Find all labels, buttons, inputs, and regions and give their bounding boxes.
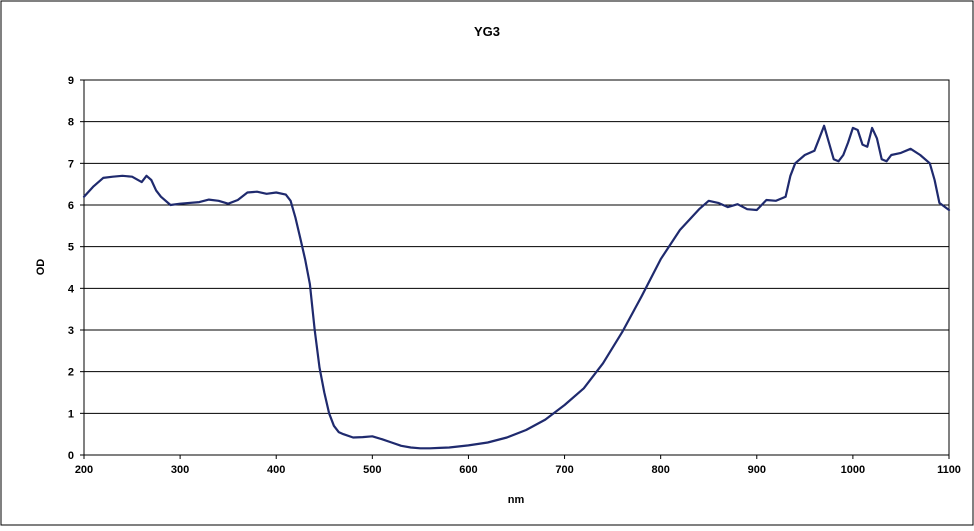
x-tick-label: 800 <box>651 464 669 476</box>
grid-lines <box>84 121 949 414</box>
x-tick-label: 500 <box>363 464 381 476</box>
x-axis-label: nm <box>508 494 525 506</box>
y-tick-label: 9 <box>68 75 74 87</box>
x-tick-label: 400 <box>267 464 285 476</box>
y-tick-label: 3 <box>68 325 74 337</box>
x-tick-label: 600 <box>459 464 477 476</box>
y-axis-label: OD <box>35 259 47 276</box>
y-tick-label: 1 <box>68 408 74 420</box>
x-tick-label: 700 <box>555 464 573 476</box>
y-tick-label: 8 <box>68 117 74 129</box>
series-line <box>82 124 951 450</box>
y-tick-label: 0 <box>68 450 74 462</box>
x-tick-label: 300 <box>171 464 189 476</box>
y-tick-label: 4 <box>68 283 75 295</box>
y-tick-label: 7 <box>68 158 74 170</box>
x-tick-labels: 200 300 400 500 600 700 800 900 1000 1100 <box>75 455 961 476</box>
plot-area <box>83 79 950 456</box>
chart-title: YG3 <box>474 24 500 39</box>
x-tick-label: 200 <box>75 464 93 476</box>
y-tick-label: 2 <box>68 367 74 379</box>
x-tick-label: 900 <box>748 464 766 476</box>
y-tick-label: 5 <box>68 242 74 254</box>
x-tick-label: 1100 <box>937 464 961 476</box>
y-tick-label: 6 <box>68 200 74 212</box>
x-tick-label: 1000 <box>841 464 865 476</box>
y-tick-labels: 0 1 2 3 4 5 6 7 8 9 <box>68 75 84 462</box>
